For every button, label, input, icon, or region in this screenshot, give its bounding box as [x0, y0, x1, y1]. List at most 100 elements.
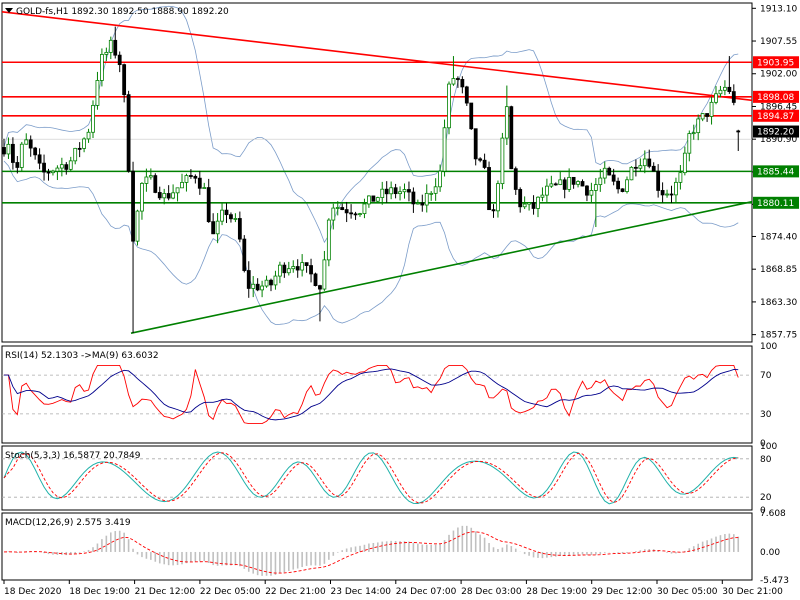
- candle-body: [188, 175, 193, 177]
- candle-body: [696, 118, 701, 134]
- candle-body: [638, 165, 643, 169]
- candle-body: [233, 218, 238, 220]
- candle-body: [104, 51, 109, 55]
- current-price-tag-label: 1892.20: [757, 128, 794, 138]
- level-tag: [753, 196, 799, 209]
- rsi-line: [4, 364, 739, 425]
- candle-body: [122, 64, 127, 96]
- candle-body: [451, 78, 456, 85]
- price-header: GOLD-fs,H1 1892.30 1892.50 1888.90 1892.…: [5, 7, 229, 17]
- candle-body: [469, 102, 474, 130]
- candle-body: [496, 183, 500, 212]
- time-tick-label: 29 Dec 12:00: [592, 587, 653, 597]
- candle-body: [184, 175, 189, 183]
- candle-body: [313, 273, 318, 287]
- candle-body: [180, 182, 184, 189]
- candle-body: [15, 162, 20, 168]
- candle-body: [723, 86, 727, 91]
- time-tick-label: 28 Dec 19:00: [526, 587, 587, 597]
- candle-body: [242, 238, 247, 271]
- candle-body: [375, 197, 380, 202]
- level-tag: [753, 165, 799, 178]
- price-tick-label: 1868.85: [760, 265, 797, 275]
- time-tick-label: 18 Dec 2020: [4, 587, 62, 597]
- level-tag-label: 1903.95: [757, 58, 794, 68]
- panel-frame: [1, 2, 753, 343]
- level-price-tags: 1903.95 1898.08 1894.87 1885.44 1880.11 1892.…: [753, 56, 799, 209]
- stoch-main-line: [3, 451, 739, 505]
- candle-body: [593, 184, 598, 191]
- horizontal-levels[interactable]: [2, 61, 752, 204]
- candle-body: [424, 192, 429, 206]
- candle-body: [148, 175, 153, 178]
- candle-body: [59, 164, 64, 169]
- candle-body: [536, 196, 540, 209]
- candle-body: [175, 187, 180, 194]
- candle-body: [562, 179, 567, 190]
- level-tag-label: 1885.44: [757, 167, 794, 177]
- candle-body: [731, 91, 736, 103]
- candle-body: [246, 270, 251, 289]
- candle-body: [42, 162, 46, 173]
- candle-body: [358, 213, 362, 216]
- candle-body: [611, 174, 616, 182]
- trendlines[interactable]: [1, 11, 753, 334]
- candle-body: [509, 106, 514, 170]
- candle-body: [295, 266, 300, 271]
- candle-body: [157, 192, 162, 199]
- candle-body: [117, 54, 122, 66]
- candle-body: [455, 78, 460, 80]
- stoch-tick-label: 80: [760, 455, 772, 465]
- rsi-label: RSI(14) 52.1303 ->MA(9) 63.6032: [5, 351, 159, 361]
- candle-body: [273, 275, 278, 286]
- candle-body: [86, 131, 91, 140]
- price-header-text: GOLD-fs,H1 1892.30 1892.50 1888.90 1892.…: [16, 7, 229, 17]
- stoch-tick-label: 20: [760, 493, 772, 503]
- candle-body: [64, 164, 69, 170]
- candle-body: [153, 175, 158, 193]
- candle-body: [736, 130, 741, 133]
- candle-body: [251, 283, 256, 289]
- candle-body: [108, 39, 113, 53]
- candle-body: [487, 167, 491, 211]
- candle-body: [344, 209, 349, 214]
- candle-body: [420, 202, 425, 206]
- candle-body: [353, 213, 358, 216]
- macd-tick-label: 0.00: [760, 548, 780, 558]
- level-tag: [753, 56, 799, 69]
- time-tick-label: 28 Dec 03:00: [461, 587, 522, 597]
- price-tick-label: 1896.45: [760, 102, 797, 112]
- candle-body: [438, 170, 443, 188]
- candle-body: [393, 187, 398, 195]
- candle-body: [371, 195, 376, 202]
- candle-body: [100, 54, 104, 81]
- current-price-tag: [753, 125, 799, 138]
- candle-body: [718, 89, 723, 95]
- candle-body: [24, 139, 29, 145]
- candle-body: [366, 195, 371, 205]
- candle-body: [220, 209, 224, 222]
- stoch-tick-label: 100: [760, 442, 777, 452]
- collapse-triangle-icon[interactable]: [5, 8, 13, 13]
- candle-body: [300, 262, 305, 271]
- candle-body: [166, 193, 171, 199]
- candle-body: [585, 185, 589, 196]
- candle-body: [349, 212, 354, 215]
- candle-body: [68, 160, 73, 170]
- candle-body: [6, 143, 11, 155]
- candle-body: [478, 158, 483, 161]
- macd-label: MACD(12,26,9) 2.575 3.419: [5, 518, 131, 528]
- candle-body: [700, 113, 705, 120]
- candle-body: [380, 188, 385, 198]
- candle-body: [665, 193, 669, 196]
- candle-body: [540, 194, 545, 198]
- macd-panel: 7.608 0.00 -5.473: [3, 509, 789, 586]
- candle-body: [567, 176, 572, 190]
- stoch-label: Stoch(5,3,3) 16.5877 20.7849: [5, 451, 141, 461]
- macd-tick-label: -5.473: [760, 576, 789, 586]
- price-tick-label: 1907.55: [760, 37, 797, 47]
- candle-body: [135, 210, 140, 242]
- candle-body: [625, 179, 629, 192]
- candle-body: [500, 137, 505, 185]
